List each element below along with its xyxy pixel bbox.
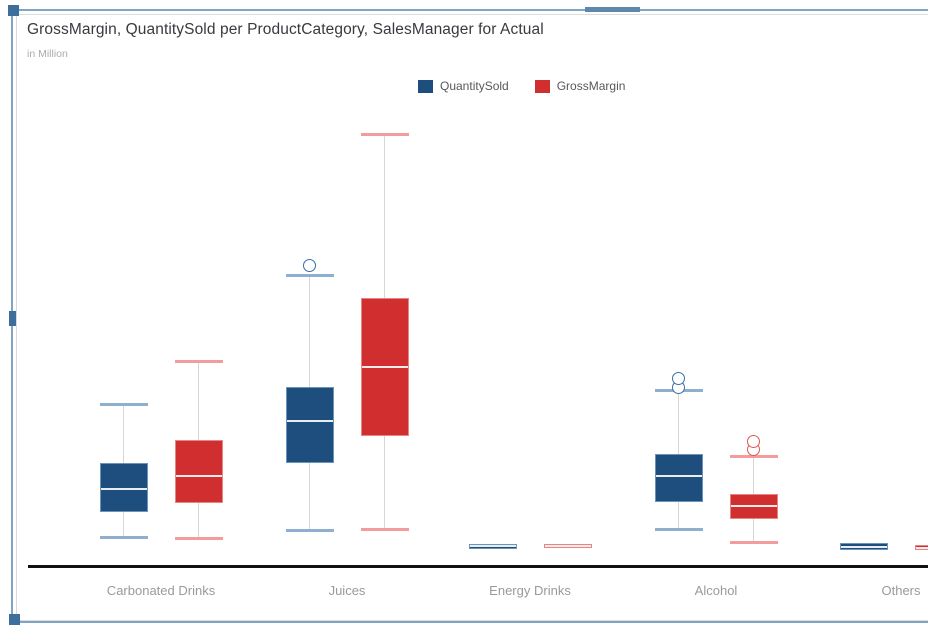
legend-swatch-blue-icon [418, 79, 433, 93]
whisker-cap-min [174, 537, 223, 540]
resize-handle-top-left[interactable] [8, 5, 19, 16]
resize-handle-bottom-left[interactable] [9, 614, 20, 625]
chart-legend: QuantitySold GrossMargin [418, 79, 625, 93]
whisker-cap-max [174, 360, 223, 363]
x-axis-label[interactable]: Others [881, 583, 921, 598]
whisker-cap-min [729, 541, 778, 544]
chart-subtitle: in Million [27, 48, 68, 60]
whisker-cap-min [285, 529, 334, 532]
x-axis-label[interactable]: Alcohol [694, 583, 738, 598]
median-line [655, 475, 702, 477]
x-axis-label[interactable]: Juices [328, 583, 366, 598]
median-line [175, 475, 222, 477]
whisker-cap-max [285, 274, 334, 277]
resize-handle-middle-left[interactable] [9, 311, 16, 326]
selection-border-top [10, 9, 928, 11]
median-line [286, 420, 333, 422]
outlier-point[interactable] [303, 258, 316, 272]
median-line [730, 505, 777, 507]
whisker-cap-min [360, 528, 409, 531]
whisker-cap-min [99, 536, 148, 539]
whisker-cap-max [99, 403, 148, 406]
boxplot-box[interactable] [99, 463, 148, 512]
boxplot-box[interactable] [285, 387, 334, 463]
legend-label: QuantitySold [440, 79, 509, 93]
median-line [100, 488, 147, 490]
boxplot-box[interactable] [654, 454, 703, 502]
whisker-cap-max [729, 455, 778, 458]
outlier-point[interactable] [672, 371, 685, 385]
legend-item-quantitysold[interactable]: QuantitySold [418, 79, 509, 93]
x-axis-label[interactable]: Energy Drinks [489, 583, 571, 598]
chart-widget[interactable]: GrossMargin, QuantitySold per ProductCat… [16, 14, 928, 621]
median-line [469, 545, 516, 547]
whisker-cap-min [654, 528, 703, 531]
median-line [840, 546, 887, 548]
legend-label: GrossMargin [556, 79, 626, 93]
selection-border-bottom [11, 621, 928, 623]
median-line [361, 366, 408, 368]
median-line [915, 547, 928, 549]
resize-handle-top-middle[interactable] [585, 7, 640, 12]
median-line [544, 545, 591, 547]
legend-item-grossmargin[interactable]: GrossMargin [534, 79, 626, 93]
chart-title: GrossMargin, QuantitySold per ProductCat… [27, 21, 544, 38]
legend-swatch-red-icon [534, 79, 550, 93]
outlier-point[interactable] [747, 434, 760, 448]
boxplot-box[interactable] [174, 440, 223, 503]
x-axis-line [28, 565, 928, 568]
x-axis-label[interactable]: Carbonated Drinks [106, 583, 216, 598]
whisker-cap-max [360, 133, 409, 136]
